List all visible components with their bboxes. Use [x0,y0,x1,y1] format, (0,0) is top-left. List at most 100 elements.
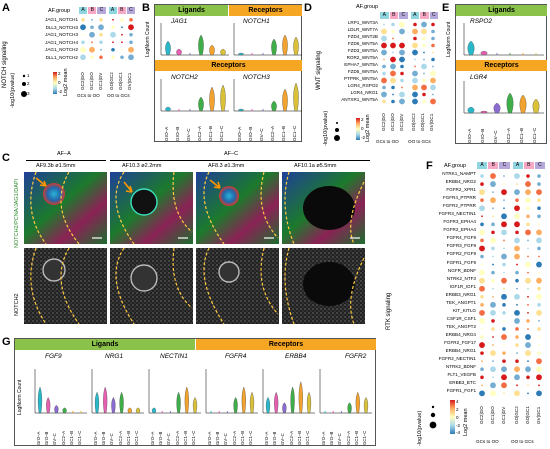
dot [430,70,436,77]
violin [347,402,352,414]
axis [233,23,302,56]
dot [90,25,94,30]
x-cat: GC1–B [353,430,359,445]
group-c: C [97,7,106,14]
panel-b-ylabel: LogNorm Count [145,21,151,57]
x-cat: GrO–B [101,431,107,445]
dot [536,390,542,397]
dot [422,99,426,104]
oocyte-3 [219,186,239,206]
x-cat: GC1–B [519,127,524,143]
dot [490,301,496,308]
x-cat: GrO–A [150,431,155,445]
dot [514,309,520,316]
x-cat: GrO–B [480,128,485,143]
arrow-icon [35,177,47,187]
dot [492,295,494,298]
dot [515,343,519,347]
dot [514,245,520,252]
x-cat: GC1–B [68,430,74,445]
dot [503,392,505,395]
dot [515,335,519,339]
oocyte-2 [130,188,158,216]
axis [160,79,229,112]
dot [503,287,505,290]
dot [89,31,95,38]
row-label: EPHA7_WNT5A [344,62,378,67]
panel-e: Ligands Receptors RSPO2 LGR4 LogNorm Cou… [446,4,547,144]
dot [514,213,520,220]
image-caption: AF9.3b ø1.5mm [36,163,76,169]
dot [527,255,529,258]
dot [422,36,426,41]
dot [421,21,427,28]
panel-a-dotplot [80,17,134,61]
dot [516,183,518,185]
dot [421,28,427,35]
axis [205,369,258,414]
dot [481,360,483,363]
dot [480,182,484,186]
dot [514,237,520,244]
panel-d-pval-title: -log10(pvalue) [323,110,329,146]
dot [537,182,541,186]
arrow-icon [123,181,133,193]
violin [184,386,189,414]
panel-b-letter: B [142,2,150,14]
dot [128,24,134,31]
row-label: FGFR3_EPHA4 [443,219,476,225]
dot [514,390,520,397]
panel-d-sec-left: GCs to OO [376,139,399,144]
col-label: GV|GC1 [429,113,434,131]
dot [432,93,434,96]
group-c: C [399,12,408,19]
x-cat: GV–C [493,130,498,143]
dot [479,229,485,236]
dot [129,32,133,37]
dot [527,384,529,387]
dot [516,384,518,387]
group-c: C [429,12,438,19]
violin [467,106,475,114]
dot [492,376,494,379]
row-label: FZD6_WNT5A [347,41,378,46]
dot [480,303,484,307]
row-label: JAG1_NOTCH3 [45,32,78,37]
x-cat: GV–C [280,433,286,445]
gene-label: LGR4 [470,74,487,81]
panel-d-dotplot [381,21,436,105]
dot [490,181,496,187]
group-c: C [534,162,546,169]
dot [110,31,116,38]
x-cat: GC1–B [281,125,286,141]
dot [514,189,520,196]
dot [536,229,542,236]
axis [319,369,372,414]
dot [390,56,396,63]
dashed-boundary [350,181,365,245]
dot [514,221,520,228]
dot [501,221,507,228]
dot [129,40,133,45]
panel-f-side-title: RTK signaling [386,292,392,330]
x-cat: GC1–C [532,127,537,143]
micro-image-1 [24,172,107,244]
dot [491,327,495,331]
row-label: FGFR1_FGF9 [446,259,476,265]
panel-g-xlabels: GrO–A GrO–B GV–C GC2–A GC1–B GC1–C GrO–A GrO–B G… [15,415,377,447]
panel-f-row-labels: NTRK1_NAMPT ERBB4_NRG2 FGFR2_XPR1 FGFR4_PTP… [410,171,476,397]
violin [103,386,108,414]
dashed-boundary [60,247,80,325]
mean-tick: -4 [456,430,461,435]
row-label: LGR4_NRG1 [350,90,378,95]
violin [293,36,299,56]
dot [514,318,520,324]
gene-label: NOTCH3 [243,74,270,81]
mean-tick: -2 [456,423,461,428]
violin [274,391,279,414]
violin [271,100,277,112]
dot [383,23,385,26]
col-label: GC1|GO [89,72,94,90]
panel-a-col-labels: GC2|GO GC1|GO GC1|GV GO|GC2 GO|GC1 GV|GC… [80,66,138,92]
row-label: FGFR3_FGF9 [446,243,476,249]
